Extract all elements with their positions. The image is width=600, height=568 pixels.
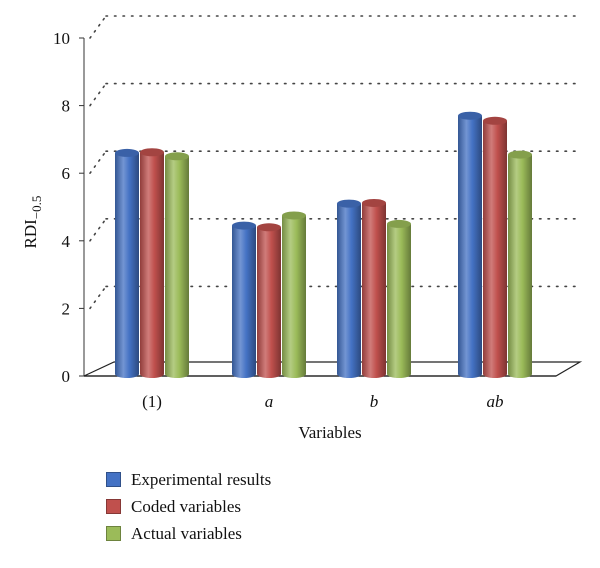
bar-top bbox=[165, 152, 189, 161]
legend-label-coded: Coded variables bbox=[131, 496, 241, 516]
gridline-side bbox=[89, 218, 107, 242]
bar bbox=[282, 211, 306, 378]
x-category-label: a bbox=[265, 392, 274, 411]
bar-top bbox=[282, 211, 306, 220]
legend-swatch-actual bbox=[106, 526, 121, 541]
bar-top bbox=[387, 219, 411, 228]
legend-label-experimental: Experimental results bbox=[131, 469, 272, 489]
bar-top bbox=[508, 150, 532, 159]
bar bbox=[458, 111, 482, 379]
bar-body bbox=[165, 156, 189, 378]
y-axis-label-subscript: −0.5 bbox=[29, 196, 44, 220]
gridline-side bbox=[89, 150, 107, 174]
x-axis-categories: (1) a b ab bbox=[142, 392, 503, 411]
legend-swatch-experimental bbox=[106, 472, 121, 487]
legend-swatch-coded bbox=[106, 499, 121, 514]
bar bbox=[232, 221, 256, 378]
bar-top bbox=[232, 221, 256, 230]
bar-top bbox=[140, 148, 164, 157]
y-axis-label-main: RDI bbox=[21, 219, 40, 249]
bars bbox=[115, 111, 532, 379]
x-category-label: b bbox=[370, 392, 379, 411]
y-axis-label: RDI−0.5 bbox=[21, 196, 44, 249]
bar-body bbox=[257, 227, 281, 378]
y-tick-label: 2 bbox=[62, 299, 71, 318]
gridline-side bbox=[89, 285, 107, 310]
x-category-label: ab bbox=[487, 392, 504, 411]
bar-top bbox=[483, 116, 507, 125]
gridline-side bbox=[89, 15, 107, 39]
legend-label-actual: Actual variables bbox=[131, 523, 242, 543]
bar-body bbox=[483, 120, 507, 378]
bar-top bbox=[115, 148, 139, 157]
x-axis-label: Variables bbox=[298, 423, 361, 442]
bar-body bbox=[115, 152, 139, 378]
y-tick-label: 10 bbox=[53, 29, 70, 48]
legend: Experimental results Coded variables Act… bbox=[106, 466, 271, 547]
y-tick-label: 0 bbox=[62, 367, 71, 386]
bar bbox=[387, 219, 411, 378]
bar-body bbox=[458, 115, 482, 379]
bar bbox=[257, 223, 281, 378]
y-tick-label: 6 bbox=[62, 164, 71, 183]
bar bbox=[337, 199, 361, 378]
bar-top bbox=[362, 198, 386, 207]
bar bbox=[362, 198, 386, 378]
gridline-side bbox=[89, 82, 107, 107]
bar-top bbox=[458, 111, 482, 120]
bar bbox=[115, 148, 139, 378]
bar bbox=[165, 152, 189, 378]
legend-item-coded: Coded variables bbox=[106, 493, 271, 520]
bar-body bbox=[282, 215, 306, 378]
bar bbox=[508, 150, 532, 378]
y-tick-label: 4 bbox=[62, 232, 71, 251]
y-axis-ticks: 0 2 4 6 8 10 bbox=[53, 29, 84, 386]
legend-item-actual: Actual variables bbox=[106, 520, 271, 547]
y-tick-label: 8 bbox=[62, 97, 71, 116]
bar-body bbox=[140, 152, 164, 378]
bar-body bbox=[508, 154, 532, 378]
bar-body bbox=[337, 203, 361, 378]
bar bbox=[140, 148, 164, 378]
bar-body bbox=[362, 202, 386, 378]
legend-item-experimental: Experimental results bbox=[106, 466, 271, 493]
bar-body bbox=[232, 225, 256, 378]
bar-top bbox=[337, 199, 361, 208]
bar bbox=[483, 116, 507, 378]
x-category-label: (1) bbox=[142, 392, 162, 411]
bar-body bbox=[387, 223, 411, 378]
bar-top bbox=[257, 223, 281, 232]
